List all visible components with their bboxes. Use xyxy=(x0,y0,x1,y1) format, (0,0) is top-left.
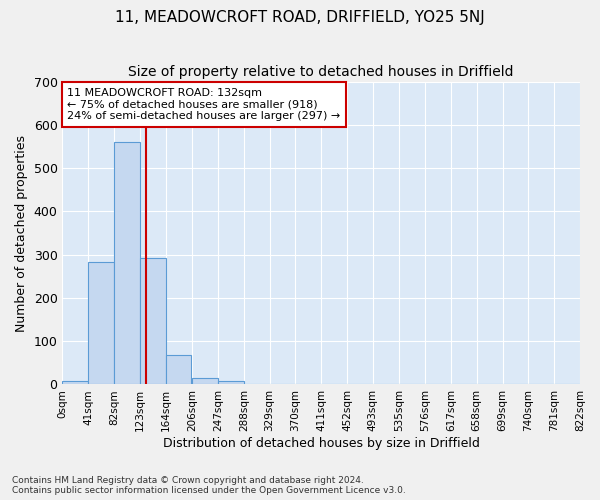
Text: Contains HM Land Registry data © Crown copyright and database right 2024.
Contai: Contains HM Land Registry data © Crown c… xyxy=(12,476,406,495)
Bar xyxy=(88,262,114,384)
Text: 11 MEADOWCROFT ROAD: 132sqm
← 75% of detached houses are smaller (918)
24% of se: 11 MEADOWCROFT ROAD: 132sqm ← 75% of det… xyxy=(67,88,341,121)
Bar xyxy=(192,378,218,384)
Bar xyxy=(114,142,140,384)
Y-axis label: Number of detached properties: Number of detached properties xyxy=(15,134,28,332)
Title: Size of property relative to detached houses in Driffield: Size of property relative to detached ho… xyxy=(128,65,514,79)
Bar xyxy=(166,355,191,384)
X-axis label: Distribution of detached houses by size in Driffield: Distribution of detached houses by size … xyxy=(163,437,479,450)
Bar xyxy=(140,258,166,384)
Bar xyxy=(218,381,244,384)
Bar xyxy=(62,382,88,384)
Text: 11, MEADOWCROFT ROAD, DRIFFIELD, YO25 5NJ: 11, MEADOWCROFT ROAD, DRIFFIELD, YO25 5N… xyxy=(115,10,485,25)
